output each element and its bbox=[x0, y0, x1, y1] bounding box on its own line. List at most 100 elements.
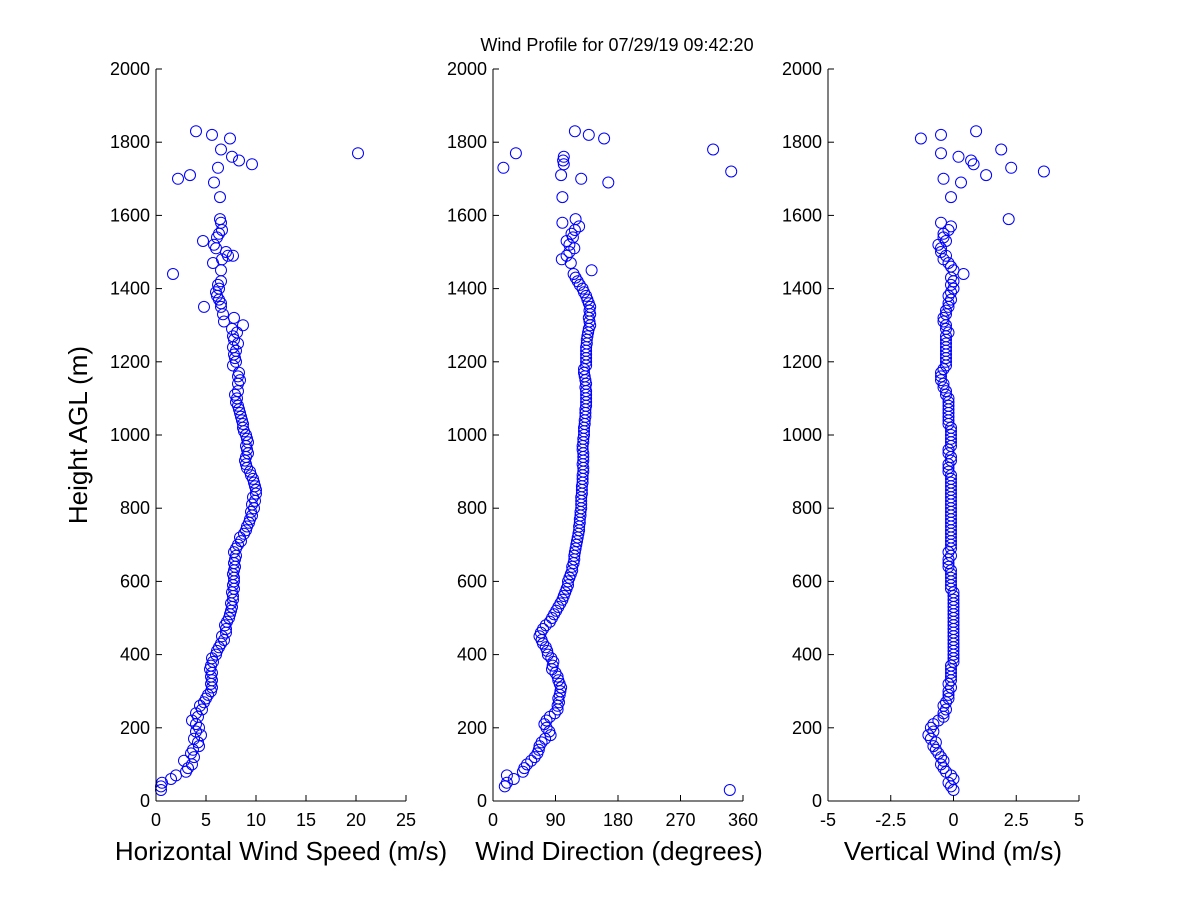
speed-data-point bbox=[215, 216, 227, 229]
direction-x-tick-label: 270 bbox=[665, 810, 695, 830]
direction-y-tick-label: 600 bbox=[457, 571, 487, 591]
direction-y-tick-label: 1600 bbox=[447, 205, 487, 225]
speed-data-point bbox=[232, 538, 244, 551]
speed-data-point bbox=[213, 282, 225, 295]
direction-data-point bbox=[541, 648, 554, 661]
vertical-data-point bbox=[1002, 213, 1015, 226]
speed-x-tick-label: 5 bbox=[201, 810, 211, 830]
speed-data-point bbox=[227, 359, 239, 372]
speed-data-point bbox=[352, 147, 364, 160]
vertical-data-point bbox=[947, 275, 960, 288]
speed-data-point bbox=[246, 158, 258, 171]
speed-data-point bbox=[208, 176, 220, 189]
vertical-data-point bbox=[940, 322, 952, 335]
direction-data-point bbox=[602, 176, 615, 189]
direction-data-point bbox=[546, 659, 559, 672]
vertical-y-tick-label: 2000 bbox=[782, 59, 822, 79]
vertical-y-tick-label: 1600 bbox=[782, 205, 822, 225]
direction-markers bbox=[497, 125, 738, 796]
speed-data-point bbox=[234, 407, 246, 419]
vertical-data-point bbox=[945, 421, 957, 434]
direction-x-tick-label: 360 bbox=[728, 810, 758, 830]
vertical-data-point bbox=[932, 747, 945, 760]
vertical-data-point bbox=[957, 268, 970, 280]
speed-y-tick-label: 1600 bbox=[110, 205, 150, 225]
vertical-data-point bbox=[967, 158, 980, 171]
direction-data-point bbox=[582, 128, 595, 141]
vertical-data-point bbox=[965, 154, 978, 167]
direction-data-point bbox=[707, 143, 720, 156]
vertical-x-tick-label: 2.5 bbox=[1004, 810, 1029, 830]
direction-y-tick-label: 200 bbox=[457, 718, 487, 738]
speed-x-tick-label: 15 bbox=[296, 810, 316, 830]
direction-data-point bbox=[567, 268, 580, 280]
vertical-data-point bbox=[940, 696, 952, 709]
vertical-data-point bbox=[942, 560, 955, 573]
direction-data-point bbox=[598, 132, 611, 145]
vertical-data-point bbox=[935, 128, 947, 141]
direction-y-tick-label: 800 bbox=[457, 498, 487, 518]
vertical-data-point bbox=[955, 176, 967, 189]
speed-data-point bbox=[235, 535, 247, 548]
speed-data-point bbox=[227, 568, 239, 581]
speed-data-point bbox=[233, 403, 245, 416]
speed-data-point bbox=[235, 410, 247, 423]
direction-data-point bbox=[556, 191, 569, 204]
vertical-data-point bbox=[937, 707, 950, 720]
direction-x-tick-label: 180 bbox=[603, 810, 633, 830]
speed-data-point bbox=[233, 366, 245, 379]
speed-data-point bbox=[190, 725, 202, 738]
direction-data-point bbox=[555, 169, 568, 182]
speed-y-tick-label: 1400 bbox=[110, 279, 150, 299]
direction-data-point bbox=[581, 330, 594, 343]
speed-data-point bbox=[218, 315, 230, 328]
vertical-data-point bbox=[935, 246, 947, 258]
direction-y-tick-label: 1800 bbox=[447, 132, 487, 152]
vertical-data-point bbox=[947, 773, 960, 785]
direction-data-point bbox=[562, 579, 574, 592]
speed-data-point bbox=[172, 172, 184, 185]
vertical-y-tick-label: 1000 bbox=[782, 425, 822, 445]
speed-data-point bbox=[243, 516, 255, 529]
vertical-y-tick-label: 200 bbox=[792, 718, 822, 738]
vertical-x-tick-label: -2.5 bbox=[875, 810, 906, 830]
speed-data-point bbox=[217, 308, 229, 321]
speed-data-point bbox=[248, 476, 260, 489]
vertical-data-point bbox=[942, 677, 955, 690]
speed-data-point bbox=[230, 344, 242, 357]
speed-data-point bbox=[188, 732, 200, 745]
speed-data-point bbox=[239, 454, 251, 467]
direction-data-point bbox=[573, 220, 586, 233]
speed-data-point bbox=[246, 509, 258, 522]
vertical-data-point bbox=[945, 469, 957, 482]
direction-y-tick-label: 1200 bbox=[447, 352, 487, 372]
speed-y-tick-label: 2000 bbox=[110, 59, 150, 79]
direction-data-point bbox=[528, 751, 541, 764]
speed-data-point bbox=[214, 213, 226, 226]
vertical-data-point bbox=[942, 392, 955, 405]
vertical-data-point bbox=[980, 169, 993, 182]
direction-data-point bbox=[537, 623, 549, 635]
figure-title: Wind Profile for 07/29/19 09:42:20 bbox=[480, 35, 753, 55]
vertical-data-point bbox=[942, 447, 955, 460]
direction-data-point bbox=[575, 172, 588, 185]
speed-y-tick-label: 600 bbox=[120, 571, 150, 591]
vertical-data-point bbox=[935, 147, 947, 160]
vertical-data-point bbox=[937, 311, 950, 324]
vertical-data-point bbox=[937, 381, 950, 394]
vertical-data-point bbox=[970, 125, 983, 138]
vertical-data-point bbox=[940, 308, 952, 321]
direction-data-point bbox=[585, 264, 598, 277]
direction-y-tick-label: 1400 bbox=[447, 279, 487, 299]
speed-x-tick-label: 20 bbox=[346, 810, 366, 830]
direction-data-point bbox=[500, 776, 513, 789]
direction-data-point bbox=[539, 619, 552, 632]
speed-data-point bbox=[193, 740, 205, 753]
speed-data-point bbox=[227, 249, 239, 262]
speed-data-point bbox=[202, 688, 214, 701]
vertical-data-point bbox=[924, 721, 937, 734]
vertical-data-point bbox=[935, 370, 947, 383]
vertical-data-point bbox=[937, 762, 950, 775]
direction-data-point bbox=[509, 147, 522, 160]
vertical-data-point bbox=[935, 751, 947, 764]
